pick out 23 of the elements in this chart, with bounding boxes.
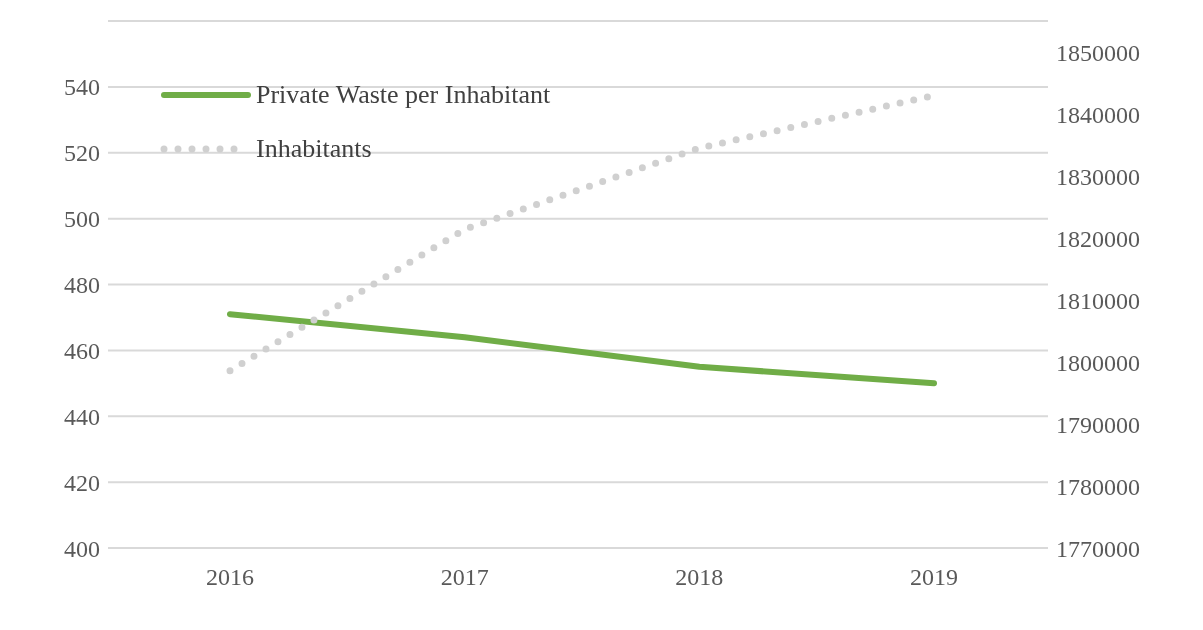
y2-tick-label: 1800000 xyxy=(1056,349,1140,376)
y-tick-label: 540 xyxy=(64,74,100,101)
y2-tick-label: 1810000 xyxy=(1056,287,1140,314)
y-tick-label: 400 xyxy=(64,535,100,562)
y2-tick-label: 1780000 xyxy=(1056,473,1140,500)
x-tick-label: 2017 xyxy=(440,564,489,591)
legend-label: Inhabitants xyxy=(256,134,372,164)
y-tick-label: 480 xyxy=(64,272,100,299)
y-tick-label: 520 xyxy=(64,140,100,167)
y-tick-label: 440 xyxy=(64,403,100,430)
y2-tick-label: 1840000 xyxy=(1056,101,1140,128)
y-tick-label: 420 xyxy=(64,469,100,496)
x-tick-label: 2019 xyxy=(910,564,958,591)
y2-tick-label: 1770000 xyxy=(1056,535,1140,562)
x-tick-label: 2018 xyxy=(675,564,724,591)
y-tick-label: 460 xyxy=(64,337,100,364)
y2-tick-label: 1850000 xyxy=(1056,39,1140,66)
y2-tick-label: 1790000 xyxy=(1056,411,1140,438)
x-tick-label: 2016 xyxy=(206,564,254,591)
y-tick-label: 500 xyxy=(64,206,100,233)
y2-tick-label: 1830000 xyxy=(1056,163,1140,190)
legend-label: Private Waste per Inhabitant xyxy=(256,80,551,110)
y2-tick-label: 1820000 xyxy=(1056,225,1140,252)
